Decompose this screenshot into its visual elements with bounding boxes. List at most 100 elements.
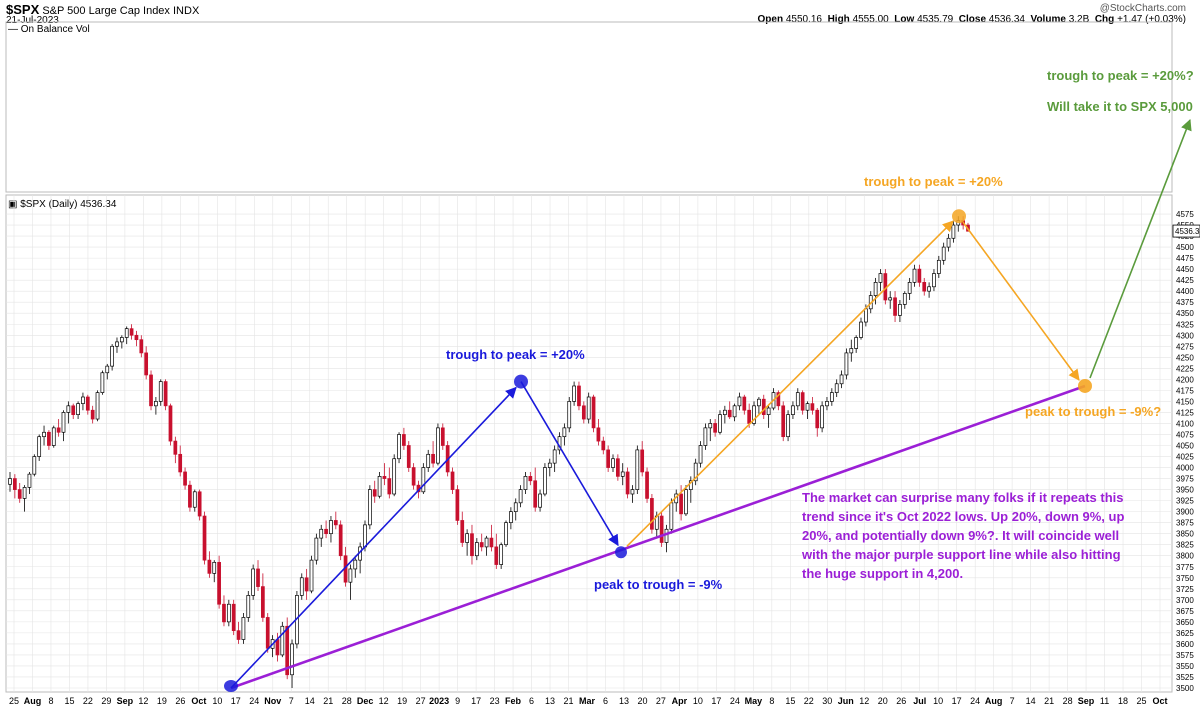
orange-down-annotation: peak to trough = -9%? [1025,404,1162,419]
candle-body [761,398,766,415]
candle-body [372,489,377,497]
ohlc-open-label: Open [757,14,784,25]
green-up-annotation: trough to peak = +20%? [1047,68,1194,83]
ohlc-low: 4535.79 [917,14,954,25]
candle-body [329,520,333,535]
candle-body [129,328,134,336]
x-tick-label: Sep [117,696,134,706]
copyright: @StockCharts.com [1099,3,1186,14]
candle-body [810,403,815,411]
x-tick-label: Jul [913,696,926,706]
candle-body [708,423,713,429]
ohlc-volume-label: Volume [1030,14,1066,25]
candle-body [95,392,100,420]
y-tick-label: 4450 [1176,265,1194,274]
candle-body [645,471,649,499]
blue-down-arrow [520,381,619,547]
candle-body [124,328,129,338]
x-tick-label: 27 [656,696,666,706]
x-tick-label: May [745,696,763,706]
x-tick-label: 18 [1118,696,1128,706]
x-tick-label: 19 [157,696,167,706]
candle-body [625,471,630,495]
candle-body [606,449,610,468]
ohlc-volume: 3.2B [1068,14,1090,25]
candle-body [158,381,163,402]
candle-body [815,409,820,429]
candle-body [470,533,474,557]
x-tick-label: 17 [231,696,241,706]
candle-body [829,392,834,402]
x-tick-label: Apr [672,696,688,706]
x-tick-label: 26 [175,696,185,706]
candle-body [747,409,752,424]
x-tick-label: 28 [342,696,352,706]
x-tick-label: Mar [579,696,596,706]
x-tick-label: 26 [896,696,906,706]
candle-body [85,396,90,411]
x-tick-label: 22 [83,696,93,706]
candle-body [256,568,260,587]
candle-body [538,493,542,508]
candle-body [820,405,824,429]
candle-body [878,273,883,283]
last-price-box [1172,224,1200,238]
candle-body [348,568,353,583]
x-tick-label: 20 [637,696,647,706]
candle-body [144,352,149,376]
y-tick-label: 4500 [1176,243,1194,252]
x-tick-label: 11 [1100,696,1109,706]
ohlc-low-label: Low [894,14,915,25]
candle-body [907,282,912,294]
candle-body [533,480,538,508]
candle-body [431,453,435,464]
mar-trough-marker [615,546,627,559]
x-tick-label: 14 [305,696,315,706]
y-tick-label: 3975 [1176,475,1194,484]
y-tick-label: 3625 [1176,629,1194,638]
green-up-arrow [1089,118,1192,379]
candle-body [22,487,27,499]
price-panel [5,194,1173,693]
candle-body [319,528,324,539]
candle-body [402,434,406,446]
candle-body [752,405,756,424]
y-tick-label: 4100 [1176,419,1194,428]
x-tick-label: Jun [838,696,854,706]
y-tick-label: 4375 [1176,298,1194,307]
purple-support-line [230,384,1086,690]
candle-body [936,259,941,274]
candle-body [630,489,635,495]
candle-body [455,489,460,521]
candle-body [523,476,528,490]
candle-body [51,427,56,446]
ohlc-chg: +1.47 (+0.03%) [1117,14,1186,25]
candle-body [71,405,76,415]
candle-body [217,561,221,605]
x-tick-label: 22 [804,696,814,706]
x-tick-label: 17 [952,696,962,706]
candle-body [309,559,314,592]
candle-body [888,297,893,301]
x-tick-label: 15 [64,696,74,706]
x-tick-label: 25 [9,696,19,706]
x-tick-label: Sep [1078,696,1095,706]
x-tick-label: 24 [730,696,740,706]
candle-body [173,440,178,455]
projected-trough-marker [1078,378,1092,393]
candle-body [581,405,586,420]
candle-body [834,383,839,393]
candle-body [664,528,669,543]
candle-body [81,396,85,404]
candle-body [207,559,212,574]
candle-body [518,489,523,504]
y-tick-label: 3675 [1176,607,1194,616]
y-tick-label: 3875 [1176,519,1194,528]
ohlc-high-label: High [827,14,850,25]
candle-body [577,385,581,407]
candle-body [275,639,280,656]
candle-body [236,630,241,640]
y-tick-label: 4150 [1176,397,1194,406]
indicator-panel [5,21,1173,193]
indicator-label: — On Balance Vol [8,24,90,35]
